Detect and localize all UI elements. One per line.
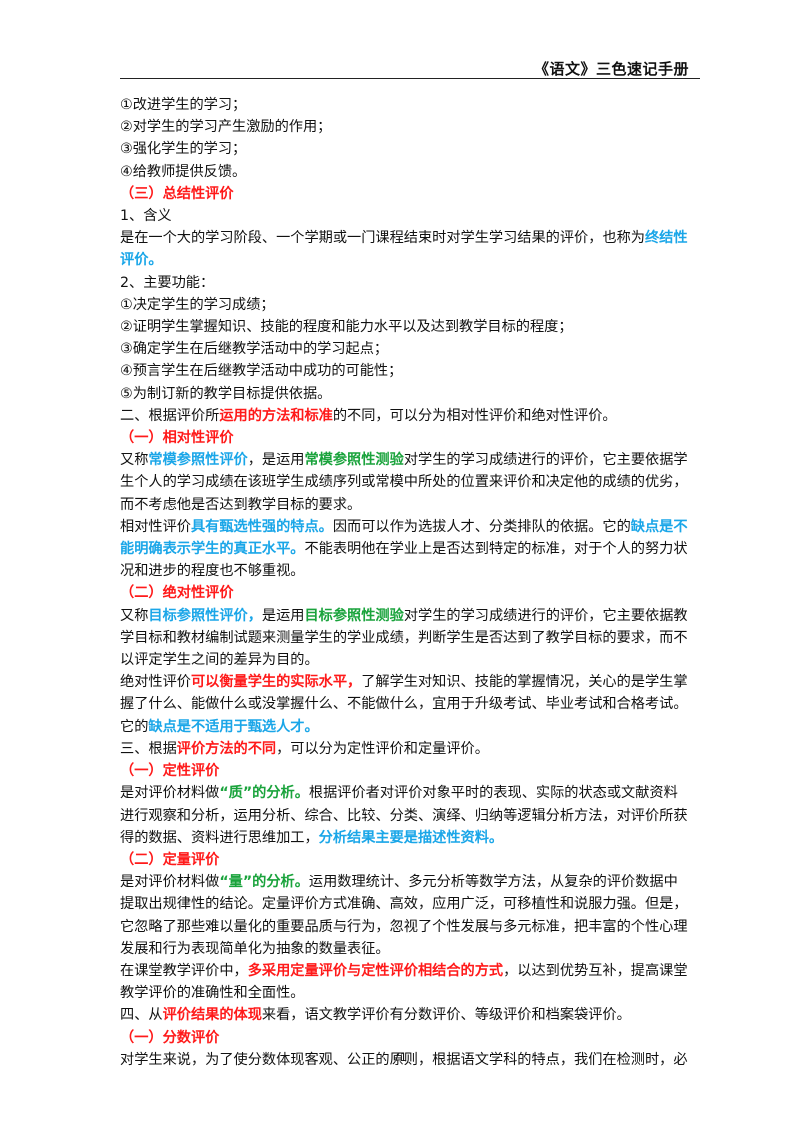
text-line: 2、主要功能： <box>120 274 215 291</box>
text-line: ③确定学生在后继教学活动中的学习起点； <box>120 341 389 358</box>
text-line: ②证明学生掌握知识、技能的程度和能力水平以及达到教学目标的程度； <box>120 319 573 336</box>
text-line: ①改进学生的学习； <box>120 97 247 113</box>
text-line: ①决定学生的学习成绩； <box>120 296 275 313</box>
text-line: 1、含义 <box>120 208 172 225</box>
section-heading-summative: （三）总结性评价 <box>120 185 234 202</box>
page-body: ①改进学生的学习； ②对学生的学习产生激励的作用； ③强化学生的学习； ④给教师… <box>120 94 688 1071</box>
section-line: 四、从评价结果的体现来看，语文教学评价有分数评价、等级评价和档案袋评价。 <box>120 1007 631 1024</box>
header-rule <box>120 78 700 79</box>
text-line: ③强化学生的学习； <box>120 141 247 158</box>
text-line: ④给教师提供反馈。 <box>120 163 247 180</box>
section-line: 三、根据评价方法的不同，可以分为定性评价和定量评价。 <box>120 740 489 757</box>
header-title: 《语文》三色速记手册 <box>533 60 689 78</box>
paragraph: 是在一个大的学习阶段、一个学期或一门课程结束时对学生学习结果的评价，也称为终结性… <box>120 230 688 269</box>
text-line: ⑤为制订新的教学目标提供依据。 <box>120 385 332 402</box>
paragraph: 又称常模参照性评价，是运用常模参照性测验对学生的学习成绩进行的评价，它主要依据学… <box>120 452 688 513</box>
section-heading-qualitative: （一）定性评价 <box>120 763 220 780</box>
page-number: 71 <box>393 1050 407 1064</box>
text-line: ②对学生的学习产生激励的作用； <box>120 119 332 136</box>
section-heading-relative: （一）相对性评价 <box>120 430 234 447</box>
paragraph: 是对评价材料做“质”的分析。根据评价者对评价对象平时的表现、实际的状态或文献资料… <box>120 785 688 846</box>
paragraph: 在课堂教学评价中，多采用定量评价与定性评价相结合的方式，以达到优势互补，提高课堂… <box>120 962 688 1002</box>
paragraph: 绝对性评价可以衡量学生的实际水平，了解学生对知识、技能的掌握情况，关心的是学生掌… <box>120 674 688 735</box>
section-line: 二、根据评价所运用的方法和标准的不同，可以分为相对性评价和绝对性评价。 <box>120 407 617 424</box>
section-heading-quantitative: （二）定量评价 <box>120 851 220 868</box>
section-heading-absolute: （二）绝对性评价 <box>120 585 234 602</box>
section-heading-score: （一）分数评价 <box>120 1029 220 1046</box>
paragraph: 相对性评价具有甄选性强的特点。因而可以作为选拔人才、分类排队的依据。它的缺点是不… <box>120 518 688 580</box>
text-line: 对学生来说，为了使分数体现客观、公正的原则，根据语文学科的特点，我们在检测时，必 <box>120 1051 688 1068</box>
paragraph: 是对评价材料做“量”的分析。运用数理统计、多元分析等数学方法，从复杂的评价数据中… <box>120 874 688 957</box>
paragraph: 又称目标参照性评价，是运用目标参照性测验对学生的学习成绩进行的评价，它主要依据教… <box>120 607 688 669</box>
text-line: ④预言学生在后继教学活动中成功的可能性； <box>120 363 403 380</box>
